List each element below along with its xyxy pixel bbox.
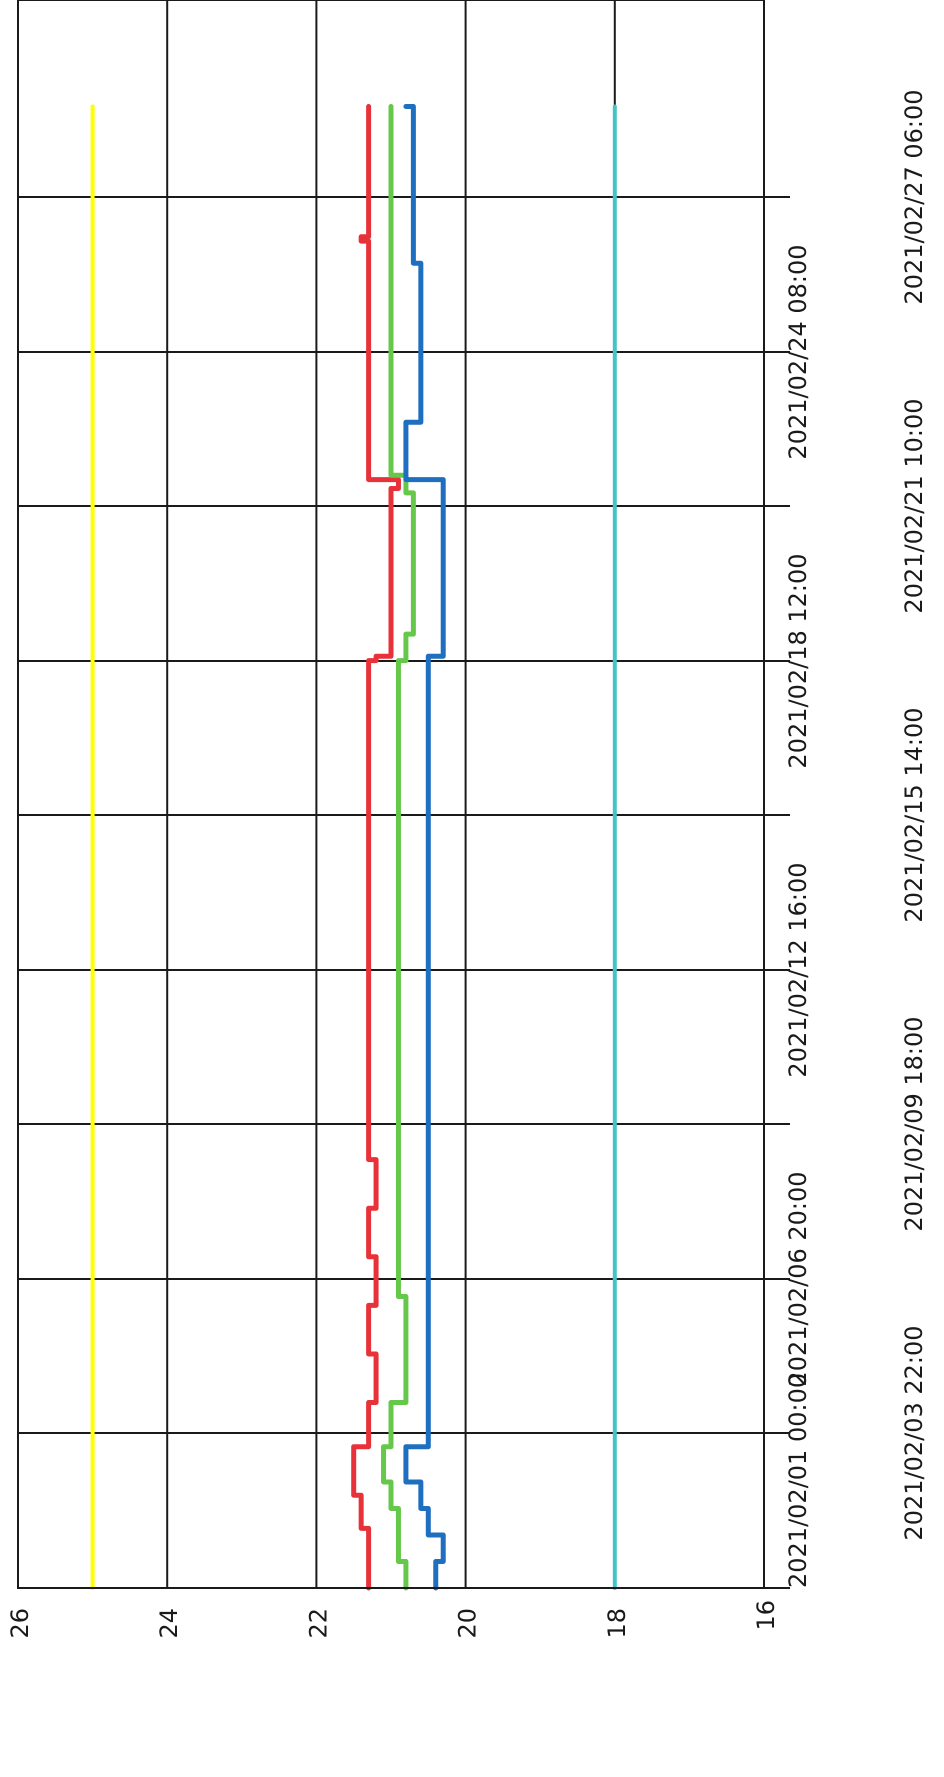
value-tick-label: 20 [454,1608,482,1639]
time-tick-label: 2021/02/27 06:00 [900,89,928,304]
series-line-4 [381,103,416,1591]
time-tick-label: 2021/02/21 10:00 [900,398,928,613]
tick-labels: 16 18 20 22 24 26 2021/02/01 00:00 2021/02/03 2… [6,89,928,1638]
value-tick-label: 16 [752,1600,780,1631]
time-tick-label: 2021/02/09 18:00 [900,1016,928,1231]
value-tick-label: 18 [603,1608,631,1639]
value-tick-label: 26 [6,1608,34,1639]
time-tick-label: 2021/02/24 08:00 [784,244,812,459]
value-tick-label: 24 [155,1608,183,1639]
time-tick-label: 2021/02/12 16:00 [784,862,812,1077]
series-line-5 [403,103,446,1591]
time-tick-label: 2021/02/03 22:00 [900,1325,928,1540]
time-tick-label: 2021/02/18 12:00 [784,553,812,768]
time-tick-label: 2021/02/15 14:00 [900,707,928,922]
plot-frame [17,0,765,1589]
time-tick-label: 2021/02/01 00:00 [784,1373,812,1588]
series-line-3 [351,103,401,1591]
time-tick-label: 2021/02/06 20:00 [784,1171,812,1386]
value-tick-label: 22 [304,1608,332,1639]
series-lines [90,103,617,1591]
